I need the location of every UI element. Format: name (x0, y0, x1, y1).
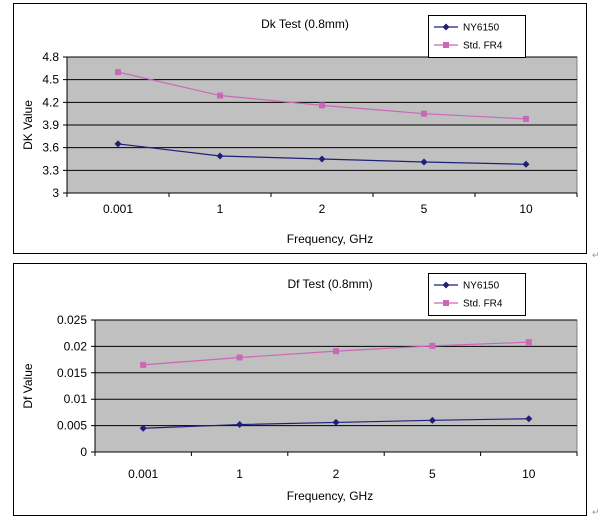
data-point (236, 421, 244, 429)
data-point (522, 160, 530, 168)
y-tick-label: 0.015 (57, 366, 87, 380)
data-point (421, 110, 427, 117)
y-tick-label: 0.005 (57, 419, 87, 433)
legend-box (428, 15, 526, 58)
x-axis-label: Frequency, GHz (287, 489, 373, 503)
data-point (332, 418, 340, 426)
data-point (525, 415, 533, 423)
y-tick-label: 0 (80, 445, 87, 459)
x-tick-label: 0.001 (103, 202, 133, 216)
legend-marker (443, 42, 449, 48)
x-tick-label: 5 (421, 202, 428, 216)
y-tick-label: 3 (52, 186, 59, 200)
y-axis-label: DK Value (21, 100, 35, 150)
legend-label: NY6150 (463, 281, 500, 292)
y-tick-label: 0.02 (64, 339, 88, 353)
y-tick-label: 3.6 (42, 141, 59, 155)
data-point (139, 424, 147, 432)
x-tick-label: 2 (333, 467, 340, 481)
data-point (140, 361, 147, 368)
return-mark-top: ↵ (592, 250, 600, 260)
legend: NY6150 Std. FR4 (428, 273, 526, 316)
legend: NY6150 Std. FR4 (428, 15, 526, 58)
y-tick-label: 4.8 (42, 50, 59, 64)
data-point (319, 102, 325, 109)
data-point (525, 339, 532, 346)
legend-box (428, 273, 526, 316)
legend-label: Std. FR4 (463, 299, 503, 310)
data-point (420, 158, 428, 166)
y-axis-label: Df Value (21, 363, 35, 408)
data-point (217, 92, 223, 99)
legend-label: NY6150 (463, 23, 500, 34)
y-tick-label: 0.01 (64, 392, 88, 406)
data-point (428, 416, 436, 424)
chart-title: Dk Test (0.8mm) (261, 17, 349, 31)
x-tick-label: 5 (429, 467, 436, 481)
return-mark-bottom: ↵ (592, 507, 600, 517)
y-tick-label: 0.025 (57, 313, 87, 327)
x-axis-label: Frequency, GHz (287, 232, 373, 246)
data-point (333, 348, 339, 355)
data-point (523, 115, 529, 122)
plot-area (94, 319, 578, 453)
y-tick-label: 4.2 (42, 95, 59, 109)
x-tick-label: 10 (519, 202, 533, 216)
data-point (114, 140, 122, 148)
chart-df: 0 0.005 0.01 0.015 0.02 0.025 0.001 1 2 5 10 Df Tes… (13, 263, 587, 516)
data-point (429, 342, 436, 349)
legend-marker (442, 281, 450, 289)
data-point (236, 354, 243, 361)
data-point (318, 155, 326, 163)
x-tick-label: 10 (522, 467, 536, 481)
y-tick-label: 3.3 (42, 163, 59, 177)
legend-label: Std. FR4 (463, 41, 503, 52)
x-tick-label: 2 (319, 202, 326, 216)
data-point (115, 69, 121, 76)
x-tick-label: 1 (217, 202, 224, 216)
chart-dk: 3 3.3 3.6 3.9 4.2 4.5 4.8 0.001 1 2 5 10 Dk Test (0.… (13, 3, 587, 254)
legend-marker (443, 300, 449, 306)
data-point (216, 152, 224, 160)
legend-marker (442, 23, 450, 31)
y-tick-label: 3.9 (42, 118, 59, 132)
x-tick-label: 1 (236, 467, 243, 481)
y-tick-label: 4.5 (42, 73, 59, 87)
x-tick-label: 0.001 (128, 467, 158, 481)
chart-title: Df Test (0.8mm) (287, 277, 372, 291)
